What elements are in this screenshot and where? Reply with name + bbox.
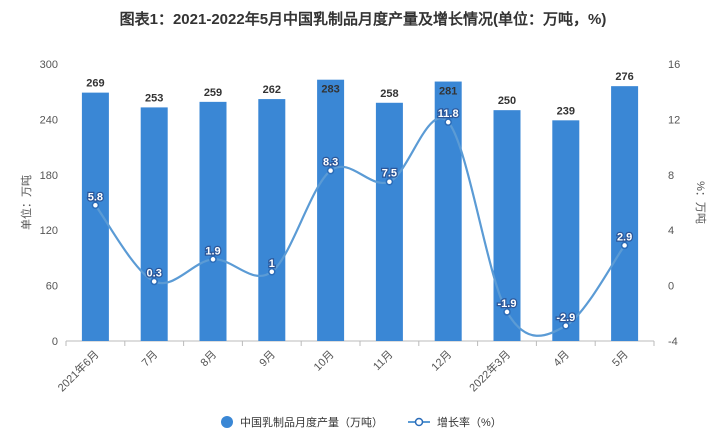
x-tick-label: 7月 [140, 349, 161, 370]
y2-tick-label: 8 [668, 170, 674, 182]
line-value-label: 0.3 [147, 267, 162, 279]
bar [611, 86, 639, 341]
legend-line-label: 增长率（%） [437, 415, 502, 429]
y2-axis-label: %：万吨 [694, 181, 707, 224]
bar-value-label: 250 [498, 95, 516, 107]
y2-tick-label: 12 [668, 114, 680, 126]
line-value-label: 5.8 [88, 191, 103, 203]
bar-value-label: 239 [557, 105, 575, 117]
bar-value-label: 258 [380, 88, 398, 100]
bar-value-label: 283 [321, 84, 339, 96]
legend-bar-label: 中国乳制品月度产量（万吨） [240, 415, 383, 429]
line-point [91, 201, 100, 210]
y-tick-label: 180 [40, 170, 58, 182]
line-point [326, 166, 335, 175]
y-tick-label: 0 [52, 336, 58, 348]
y2-tick-label: -4 [668, 336, 678, 348]
line-series [91, 117, 629, 337]
bar [375, 102, 403, 341]
data-labels: 269 253 259 262 283 258 281 250 239 276 5.8 0.3 1.9 1… [86, 71, 634, 325]
x-tick-label: 12月 [429, 349, 454, 374]
bar [140, 107, 168, 341]
x-tick-label: 11月 [371, 349, 395, 373]
line-point [444, 118, 452, 126]
bar-value-label: 269 [86, 78, 104, 90]
y-tick-label: 300 [40, 59, 58, 71]
line-value-label: -2.9 [556, 312, 575, 324]
y-tick-label: 60 [46, 281, 58, 293]
line-value-label: 11.8 [438, 108, 459, 120]
bar-value-label: 276 [615, 71, 633, 83]
line-point [503, 308, 511, 316]
line-value-label: -1.9 [498, 298, 517, 310]
bar [552, 120, 580, 341]
line-value-label: 1 [269, 258, 275, 270]
legend-line-marker [414, 417, 424, 427]
growth-line [94, 117, 626, 337]
bar-series [81, 79, 639, 342]
line-point [562, 322, 570, 330]
x-tick-label: 2021年6月 [54, 347, 101, 394]
legend-bar-swatch [221, 416, 233, 428]
bar [199, 101, 227, 342]
bar-value-label: 262 [263, 84, 281, 96]
legend: 中国乳制品月度产量（万吨） 增长率（%） [221, 415, 502, 429]
x-tick-label: 9月 [257, 349, 278, 370]
y2-tick-label: 0 [668, 281, 674, 293]
line-value-label: 7.5 [382, 168, 397, 180]
y-axis-label: 单位：万吨 [19, 175, 33, 230]
y2-tick-label: 16 [668, 59, 680, 71]
bar [258, 99, 286, 341]
line-point [150, 277, 158, 286]
line-point [209, 255, 217, 264]
line-value-label: 8.3 [323, 157, 338, 169]
axes: 0 60 120 180 240 300 -4 0 4 8 12 16 2021年6月 7月 8月 9月 10月… [40, 59, 681, 394]
line-point [268, 268, 276, 276]
bar [493, 110, 521, 342]
y-tick-label: 240 [40, 114, 58, 126]
x-tick-label: 10月 [312, 349, 337, 374]
line-point [385, 177, 394, 186]
bar [81, 92, 109, 341]
bar [317, 79, 345, 342]
y2-axis-title: %：万吨 [694, 181, 707, 224]
line-value-label: 1.9 [205, 245, 220, 257]
x-tick-label: 4月 [551, 349, 572, 370]
bar-value-label: 259 [204, 87, 222, 99]
y2-tick-label: 4 [668, 225, 674, 237]
line-point [620, 241, 629, 250]
y-axis-title: 单位：万吨 [19, 175, 33, 230]
bar-value-label: 253 [145, 92, 163, 104]
line-value-label: 2.9 [617, 231, 632, 243]
bar-value-label: 281 [439, 86, 457, 98]
chart-title: 图表1：2021-2022年5月中国乳制品月度产量及增长情况(单位：万吨，%) [119, 11, 607, 28]
x-tick-label: 5月 [610, 349, 631, 370]
x-tick-label: 2022年3月 [466, 347, 513, 394]
y-tick-label: 120 [40, 225, 58, 237]
x-tick-label: 8月 [199, 349, 220, 370]
